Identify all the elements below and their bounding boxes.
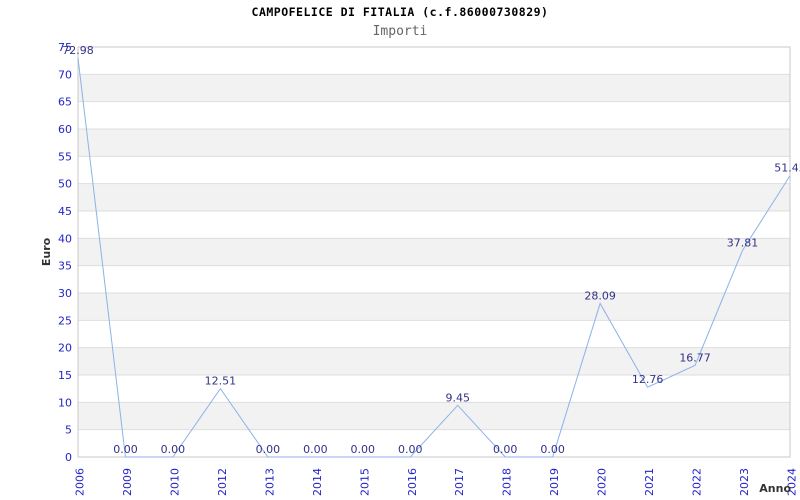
point-label: 0.00 [161, 443, 186, 456]
chart-subtitle: Importi [372, 24, 428, 39]
point-label: 28.09 [584, 289, 616, 302]
x-tick-label: 2012 [216, 468, 229, 496]
plot-border [77, 46, 791, 458]
x-tick-label: 2016 [406, 468, 419, 496]
y-tick-label: 40 [58, 232, 72, 245]
point-label: 0.00 [398, 443, 423, 456]
point-label: 0.00 [113, 443, 138, 456]
plot-band [78, 74, 790, 102]
y-tick-label: 20 [58, 342, 72, 355]
y-tick-label: 75 [58, 41, 72, 54]
point-label: 0.00 [540, 443, 565, 456]
point-label: 0.00 [256, 443, 281, 456]
x-tick-label: 2018 [501, 468, 514, 496]
x-tick-label: 2017 [453, 468, 466, 496]
x-tick-label: 2006 [74, 468, 87, 496]
y-tick-label: 10 [58, 396, 72, 409]
plot-band [78, 402, 790, 430]
y-tick-label: 25 [58, 314, 72, 327]
y-tick-label: 45 [58, 205, 72, 218]
y-tick-label: 55 [58, 150, 72, 163]
x-tick-label: 2014 [311, 468, 324, 496]
y-tick-label: 60 [58, 123, 72, 136]
y-axis-title: Euro [40, 237, 53, 266]
y-tick-label: 0 [65, 451, 72, 464]
y-tick-label: 15 [58, 369, 72, 382]
x-tick-label: 2010 [168, 468, 181, 496]
point-label: 72.98 [62, 44, 94, 57]
series-line [77, 57, 791, 458]
plot-band [78, 347, 790, 375]
x-tick-label: 2020 [596, 468, 609, 496]
chart-title: CAMPOFELICE DI FITALIA (c.f.86000730829) [251, 5, 549, 19]
y-tick-label: 35 [58, 260, 72, 273]
y-tick-label: 30 [58, 287, 72, 300]
point-label: 9.45 [445, 391, 470, 404]
x-tick-label: 2015 [358, 468, 371, 496]
x-tick-label: 2023 [738, 468, 751, 496]
point-label: 16.77 [679, 351, 711, 364]
x-tick-label: 2021 [643, 468, 656, 496]
x-tick-label: 2009 [121, 468, 134, 496]
plot-band [78, 129, 790, 157]
x-tick-label: 2019 [548, 468, 561, 496]
point-label: 12.76 [632, 373, 664, 386]
x-axis-title: Anno [759, 482, 791, 495]
point-label: 37.81 [727, 236, 759, 249]
y-tick-label: 50 [58, 178, 72, 191]
plot-band [78, 238, 790, 266]
x-tick-label: 2022 [691, 468, 704, 496]
point-label: 0.00 [493, 443, 518, 456]
y-tick-label: 70 [58, 68, 72, 81]
point-label: 12.51 [205, 375, 237, 388]
y-tick-label: 5 [65, 424, 72, 437]
x-tick-label: 2013 [263, 468, 276, 496]
plot-band [78, 183, 790, 211]
x-tick-label: 2024 [786, 468, 799, 496]
y-tick-label: 65 [58, 96, 72, 109]
point-label: 51.45 [774, 162, 800, 175]
point-label: 0.00 [351, 443, 376, 456]
point-label: 0.00 [303, 443, 328, 456]
plot-band [78, 293, 790, 321]
